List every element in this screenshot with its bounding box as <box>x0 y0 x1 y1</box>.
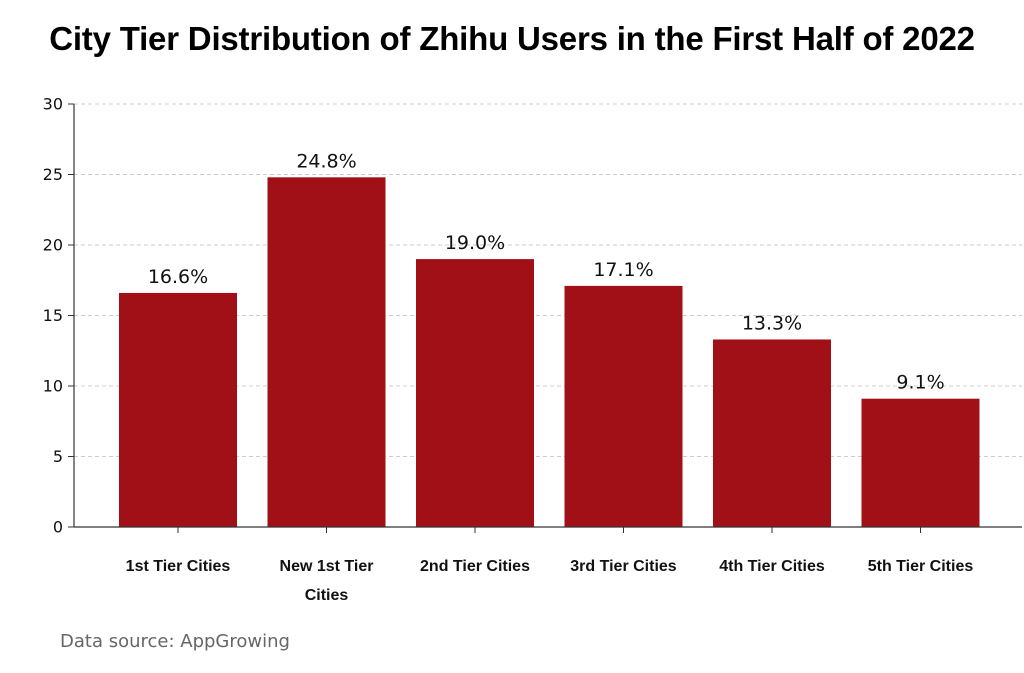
data-label: 17.1% <box>593 259 653 281</box>
data-label: 16.6% <box>148 266 208 288</box>
x-tick-label: 2nd Tier Cities <box>420 558 530 575</box>
labels: 0 5 10 15 20 25 30 16.6% 1st Tier Cities 24.8% New… <box>43 95 974 605</box>
y-tick-label: 25 <box>43 165 63 184</box>
x-tick-label-line: 2nd Tier Cities <box>420 558 530 575</box>
bars <box>119 177 980 527</box>
data-source-note: Data source: AppGrowing <box>60 631 290 652</box>
data-label: 24.8% <box>296 150 356 172</box>
data-label: 9.1% <box>896 372 944 394</box>
chart-title: City Tier Distribution of Zhihu Users in… <box>49 20 975 57</box>
x-tick-label: New 1st Tier Cities <box>280 558 374 604</box>
data-label: 19.0% <box>445 232 505 254</box>
y-tick-label: 15 <box>43 306 63 325</box>
x-tick-label: 4th Tier Cities <box>719 558 825 575</box>
x-tick-label: 3rd Tier Cities <box>570 558 677 575</box>
bar <box>861 398 980 527</box>
y-tick-label: 5 <box>53 447 63 466</box>
x-tick-label-line: 4th Tier Cities <box>719 558 825 575</box>
bar <box>119 292 237 527</box>
y-tick-label: 10 <box>43 377 63 396</box>
y-tick-label: 30 <box>43 95 63 114</box>
data-label: 13.3% <box>742 312 802 334</box>
bar <box>416 259 534 527</box>
axes <box>68 103 1022 533</box>
x-tick-label: 1st Tier Cities <box>126 558 231 575</box>
y-tick-label: 0 <box>53 518 63 537</box>
bar <box>713 339 831 527</box>
x-tick-label-line: New 1st Tier <box>280 558 374 575</box>
x-tick-label-line: Cities <box>305 587 349 604</box>
x-tick-label-line: 5th Tier Cities <box>868 558 974 575</box>
x-tick-label: 5th Tier Cities <box>868 558 974 575</box>
x-tick-label-line: 1st Tier Cities <box>126 558 231 575</box>
bar <box>267 177 386 527</box>
bar <box>564 285 683 527</box>
y-tick-label: 20 <box>43 236 63 255</box>
x-tick-label-line: 3rd Tier Cities <box>570 558 677 575</box>
